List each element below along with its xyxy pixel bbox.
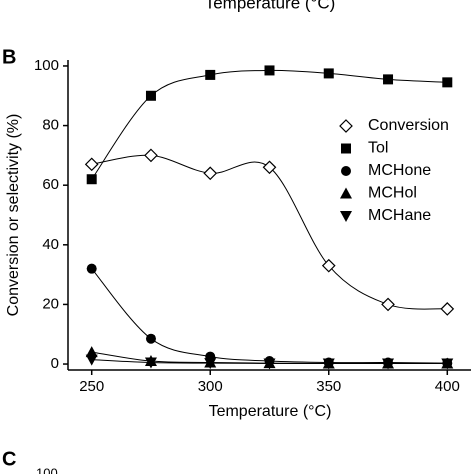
marker xyxy=(263,358,276,370)
marker xyxy=(84,157,99,172)
x-axis-label: Temperature (°C) xyxy=(209,403,332,420)
marker xyxy=(145,90,156,101)
marker xyxy=(85,346,98,358)
marker xyxy=(442,77,453,88)
marker xyxy=(383,74,394,85)
marker xyxy=(321,258,336,273)
x-tick-label: 250 xyxy=(79,378,104,395)
marker xyxy=(264,65,275,76)
cropped-tick: 100 xyxy=(36,465,58,474)
y-tick-label: 60 xyxy=(42,176,59,193)
x-tick-label: 350 xyxy=(316,378,341,395)
legend-label: Conversion xyxy=(368,117,449,134)
y-tick-label: 20 xyxy=(42,295,59,312)
panel-label: B xyxy=(2,46,16,68)
marker xyxy=(204,358,217,370)
y-axis-label: Conversion or selectivity (%) xyxy=(5,114,22,317)
series-line xyxy=(91,268,448,364)
y-tick-label: 40 xyxy=(42,236,59,253)
panel-label: C xyxy=(2,448,16,470)
marker xyxy=(382,358,395,370)
marker xyxy=(440,302,455,316)
y-tick-label: 80 xyxy=(42,117,59,134)
marker xyxy=(144,357,157,369)
marker xyxy=(441,358,454,370)
x-tick-label: 300 xyxy=(198,378,223,395)
marker xyxy=(86,263,97,274)
legend-label: MCHone xyxy=(368,162,431,179)
marker xyxy=(85,354,98,366)
marker xyxy=(203,166,218,181)
marker xyxy=(86,174,97,185)
x-tick-label: 400 xyxy=(435,378,460,395)
legend-marker xyxy=(340,187,352,199)
legend-label: MCHol xyxy=(368,185,417,202)
marker xyxy=(323,68,334,79)
marker xyxy=(144,148,158,163)
marker xyxy=(205,69,216,80)
legend-marker xyxy=(339,119,353,133)
y-tick-label: 100 xyxy=(34,57,59,74)
legend-marker xyxy=(341,166,351,176)
legend-marker xyxy=(341,143,351,154)
cropped-label: Temperature (°C) xyxy=(205,0,336,12)
y-tick-label: 0 xyxy=(51,355,59,372)
marker xyxy=(381,297,395,312)
legend-marker xyxy=(340,211,352,222)
legend-label: Tol xyxy=(368,140,388,157)
marker xyxy=(322,358,335,370)
legend-label: MCHane xyxy=(368,207,431,224)
marker xyxy=(262,160,277,175)
marker xyxy=(145,333,156,344)
